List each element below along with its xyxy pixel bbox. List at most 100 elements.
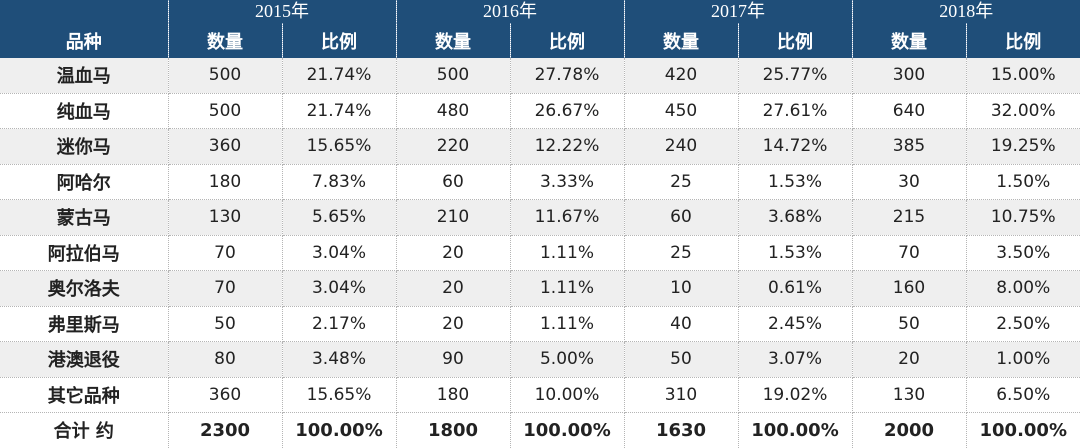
year-header: 2018年 — [852, 0, 1080, 23]
table-row: 温血马 500 21.74% 500 27.78% 420 25.77% 300 15.00% — [0, 58, 1080, 94]
count-cell: 450 — [624, 93, 739, 129]
percent-cell: 2.50% — [966, 306, 1080, 342]
percent-cell: 1.00% — [966, 341, 1080, 378]
percent-cell: 19.02% — [738, 377, 853, 413]
count-cell: 210 — [396, 199, 511, 236]
percent-cell: 7.83% — [282, 164, 397, 200]
count-column-header: 数量 — [852, 23, 967, 58]
percent-cell: 100.00% — [510, 412, 625, 448]
breed-column-header: 品种 — [0, 23, 169, 58]
count-cell: 80 — [168, 341, 283, 378]
percent-cell: 3.68% — [738, 199, 853, 236]
total-row: 合计 约 2300 100.00% 1800 100.00% 1630 100.00% 200… — [0, 412, 1080, 448]
year-header: 2015年 — [168, 0, 397, 23]
count-cell: 500 — [168, 58, 283, 94]
percent-cell: 6.50% — [966, 377, 1080, 413]
breed-name-cell: 港澳退役 — [0, 341, 169, 378]
table-row: 迷你马 360 15.65% 220 12.22% 240 14.72% 385 19.25% — [0, 128, 1080, 165]
count-cell: 20 — [852, 341, 967, 378]
table-row: 阿哈尔 180 7.83% 60 3.33% 25 1.53% 30 1.50% — [0, 164, 1080, 200]
percent-cell: 26.67% — [510, 93, 625, 129]
count-cell: 40 — [624, 306, 739, 342]
count-cell: 25 — [624, 235, 739, 271]
percent-cell: 1.11% — [510, 306, 625, 342]
year-header: 2016年 — [396, 0, 625, 23]
percent-cell: 3.04% — [282, 270, 397, 307]
count-cell: 60 — [624, 199, 739, 236]
count-cell: 420 — [624, 58, 739, 94]
percent-cell: 100.00% — [738, 412, 853, 448]
count-cell: 500 — [168, 93, 283, 129]
count-cell: 220 — [396, 128, 511, 165]
count-cell: 300 — [852, 58, 967, 94]
percent-cell: 5.00% — [510, 341, 625, 378]
table-row: 蒙古马 130 5.65% 210 11.67% 60 3.68% 215 10.75% — [0, 199, 1080, 236]
percent-cell: 5.65% — [282, 199, 397, 236]
count-cell: 480 — [396, 93, 511, 129]
count-cell: 30 — [852, 164, 967, 200]
table-row: 阿拉伯马 70 3.04% 20 1.11% 25 1.53% 70 3.50% — [0, 235, 1080, 271]
percent-cell: 3.07% — [738, 341, 853, 378]
count-cell: 50 — [852, 306, 967, 342]
table-row: 纯血马 500 21.74% 480 26.67% 450 27.61% 640 32.00% — [0, 93, 1080, 129]
count-cell: 640 — [852, 93, 967, 129]
count-cell: 130 — [168, 199, 283, 236]
percent-cell: 15.65% — [282, 128, 397, 165]
table-row: 奥尔洛夫 70 3.04% 20 1.11% 10 0.61% 160 8.00% — [0, 270, 1080, 307]
count-cell: 2300 — [168, 412, 283, 448]
breed-name-cell: 蒙古马 — [0, 199, 169, 236]
table-row: 港澳退役 80 3.48% 90 5.00% 50 3.07% 20 1.00% — [0, 341, 1080, 378]
percent-column-header: 比例 — [282, 23, 397, 58]
table-row: 其它品种 360 15.65% 180 10.00% 310 19.02% 130 6.50% — [0, 377, 1080, 413]
count-cell: 50 — [168, 306, 283, 342]
count-column-header: 数量 — [624, 23, 739, 58]
percent-cell: 2.17% — [282, 306, 397, 342]
count-cell: 180 — [168, 164, 283, 200]
percent-cell: 12.22% — [510, 128, 625, 165]
percent-cell: 27.78% — [510, 58, 625, 94]
percent-cell: 100.00% — [282, 412, 397, 448]
percent-cell: 11.67% — [510, 199, 625, 236]
count-cell: 215 — [852, 199, 967, 236]
percent-cell: 32.00% — [966, 93, 1080, 129]
count-column-header: 数量 — [396, 23, 511, 58]
percent-cell: 15.00% — [966, 58, 1080, 94]
percent-cell: 10.00% — [510, 377, 625, 413]
percent-cell: 19.25% — [966, 128, 1080, 165]
breed-name-cell: 纯血马 — [0, 93, 169, 129]
count-cell: 360 — [168, 128, 283, 165]
count-cell: 60 — [396, 164, 511, 200]
count-cell: 20 — [396, 235, 511, 271]
percent-cell: 21.74% — [282, 93, 397, 129]
column-header-row: 品种 数量 比例 数量 比例 数量 比例 数量 比例 — [0, 23, 1080, 58]
percent-cell: 15.65% — [282, 377, 397, 413]
count-column-header: 数量 — [168, 23, 283, 58]
count-cell: 70 — [168, 270, 283, 307]
percent-cell: 0.61% — [738, 270, 853, 307]
percent-cell: 1.53% — [738, 235, 853, 271]
count-cell: 500 — [396, 58, 511, 94]
count-cell: 70 — [852, 235, 967, 271]
count-cell: 310 — [624, 377, 739, 413]
percent-column-header: 比例 — [966, 23, 1080, 58]
percent-cell: 27.61% — [738, 93, 853, 129]
header-blank — [0, 0, 169, 23]
percent-cell: 14.72% — [738, 128, 853, 165]
breed-name-cell: 合计 约 — [0, 412, 169, 448]
year-header: 2017年 — [624, 0, 853, 23]
count-cell: 240 — [624, 128, 739, 165]
count-cell: 180 — [396, 377, 511, 413]
count-cell: 10 — [624, 270, 739, 307]
breed-name-cell: 阿哈尔 — [0, 164, 169, 200]
count-cell: 90 — [396, 341, 511, 378]
percent-column-header: 比例 — [510, 23, 625, 58]
breed-name-cell: 弗里斯马 — [0, 306, 169, 342]
percent-cell: 25.77% — [738, 58, 853, 94]
percent-cell: 3.04% — [282, 235, 397, 271]
percent-cell: 10.75% — [966, 199, 1080, 236]
percent-cell: 1.11% — [510, 235, 625, 271]
count-cell: 1800 — [396, 412, 511, 448]
percent-cell: 3.50% — [966, 235, 1080, 271]
percent-cell: 8.00% — [966, 270, 1080, 307]
